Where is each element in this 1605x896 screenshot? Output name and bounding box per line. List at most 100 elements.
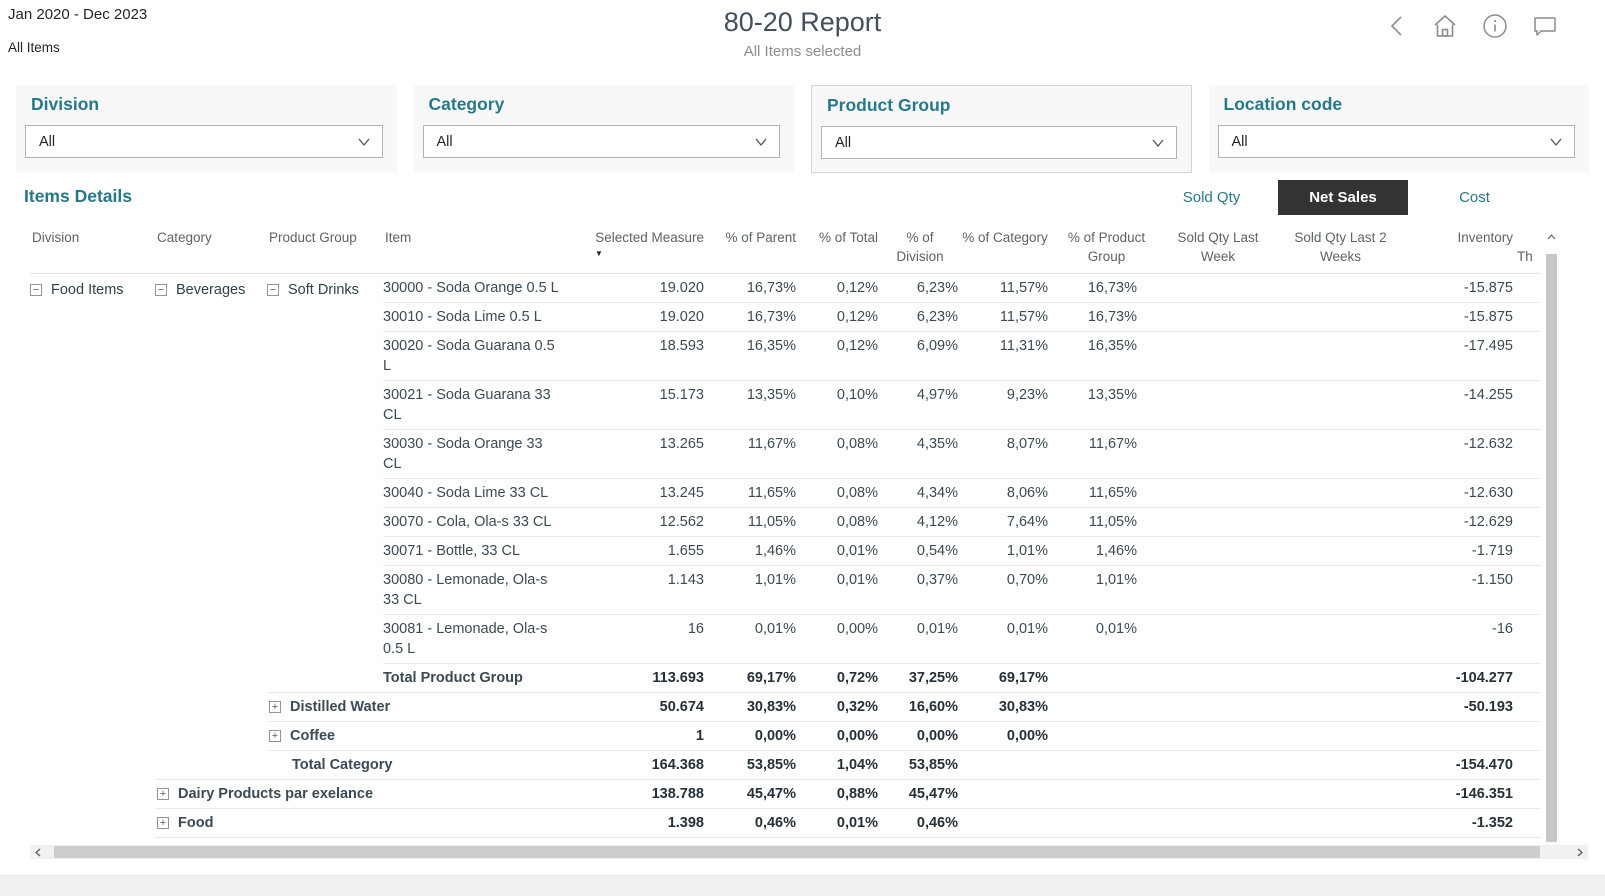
info-icon[interactable] [1482, 13, 1508, 39]
clipped-col-value [1517, 722, 1541, 751]
collapse-toggle-icon[interactable]: − [267, 284, 279, 296]
scroll-right-icon[interactable] [1572, 845, 1588, 859]
sold-qty-last-2-weeks-value [1275, 537, 1410, 566]
selected-measure-value: 15.173 [588, 381, 708, 430]
column-header-division[interactable]: Division [30, 222, 155, 274]
pct-of-total-value: 0,12% [800, 332, 882, 381]
row-label: 30010 - Soda Lime 0.5 L [383, 309, 542, 325]
pct-of-category-value [962, 809, 1052, 838]
column-header-inventory[interactable]: Inventory [1410, 222, 1517, 274]
clipped-col-value [1517, 332, 1541, 381]
selected-measure-value: 12.562 [588, 508, 708, 537]
pct-of-division-value: 0,54% [882, 537, 962, 566]
table-row: −Food Items−Beverages−Soft Drinks30000 -… [30, 274, 1541, 303]
pct-of-division-value: 0,00% [882, 722, 962, 751]
scroll-up-icon[interactable] [1545, 230, 1558, 244]
column-header-sold-qty-last-2-weeks[interactable]: Sold Qty Last 2 Weeks [1275, 222, 1410, 274]
product-group-dropdown[interactable]: All [821, 126, 1177, 159]
row-label: 30080 - Lemonade, Ola-s 33 CL [383, 572, 547, 608]
column-header-sold-qty-last-week[interactable]: Sold Qty Last Week [1165, 222, 1275, 274]
pct-of-category-value: 9,23% [962, 381, 1052, 430]
sold-qty-button[interactable]: Sold Qty [1145, 189, 1278, 206]
pct-of-division-value: 53,85% [882, 751, 962, 780]
row-label: 30000 - Soda Orange 0.5 L [383, 280, 559, 296]
pct-of-division-value: 6,23% [882, 303, 962, 332]
expand-toggle-icon[interactable]: + [269, 701, 281, 713]
column-header-pct-of-product-group[interactable]: % of Product Group [1052, 222, 1165, 274]
sold-qty-last-week-value [1165, 809, 1275, 838]
collapse-toggle-icon[interactable]: − [30, 284, 42, 296]
product-group-group-label: Soft Drinks [288, 282, 359, 298]
sold-qty-last-week-value [1165, 332, 1275, 381]
pct-of-total-value: 0,08% [800, 430, 882, 479]
inventory-value [1410, 722, 1517, 751]
chevron-down-icon [1549, 137, 1563, 147]
pct-of-division-value: 4,12% [882, 508, 962, 537]
back-chevron-icon[interactable] [1386, 13, 1408, 39]
collapse-toggle-icon[interactable]: − [155, 284, 167, 296]
pct-of-parent-value: 16,35% [708, 332, 800, 381]
vertical-scrollbar-thumb[interactable] [1546, 254, 1557, 842]
clipped-col-value [1517, 751, 1541, 780]
selected-measure-value: 582 [588, 838, 708, 846]
division-dropdown[interactable]: All [25, 125, 383, 158]
column-header-pct-of-parent[interactable]: % of Parent [708, 222, 800, 274]
items-table: Division Category Product Group Item Sel… [30, 222, 1541, 845]
pct-of-product-group-value [1052, 722, 1165, 751]
row-label: Total Product Group [383, 670, 523, 686]
pct-of-parent-value: 11,65% [708, 479, 800, 508]
division-group-label: Food Items [51, 282, 124, 298]
scroll-left-icon[interactable] [30, 845, 46, 859]
item-cell: 30040 - Soda Lime 33 CL [383, 479, 588, 508]
pct-of-total-value: 0,12% [800, 303, 882, 332]
clipped-col-value [1517, 508, 1541, 537]
location-code-dropdown-value: All [1232, 134, 1248, 150]
pct-of-category-value: 0,00% [962, 722, 1052, 751]
location-code-dropdown[interactable]: All [1218, 125, 1576, 158]
column-header-clipped[interactable]: Th [1517, 222, 1541, 274]
division-dropdown-value: All [39, 134, 55, 150]
selected-measure-value: 13.245 [588, 479, 708, 508]
page-title: 80-20 Report [0, 7, 1605, 38]
table-row: +Food1.3980,46%0,01%0,46%-1.352 [30, 809, 1541, 838]
expand-toggle-icon[interactable]: + [157, 817, 169, 829]
selected-measure-value: 13.265 [588, 430, 708, 479]
selected-measure-value: 138.788 [588, 780, 708, 809]
category-dropdown[interactable]: All [423, 125, 781, 158]
pct-of-division-value: 16,60% [882, 693, 962, 722]
column-header-selected-measure[interactable]: Selected Measure ▼ [588, 222, 708, 274]
table-header-row: Division Category Product Group Item Sel… [30, 222, 1541, 274]
sold-qty-last-week-value [1165, 693, 1275, 722]
sold-qty-last-week-value [1165, 722, 1275, 751]
sold-qty-last-2-weeks-value [1275, 722, 1410, 751]
inventory-value: -512 [1410, 838, 1517, 846]
filter-card-product-group: Product Group All [811, 85, 1192, 173]
item-cell: 30081 - Lemonade, Ola-s 0.5 L [383, 615, 588, 664]
column-header-product-group[interactable]: Product Group [267, 222, 383, 274]
column-header-pct-of-total[interactable]: % of Total [800, 222, 882, 274]
column-header-category[interactable]: Category [155, 222, 267, 274]
pct-of-division-value: 0,46% [882, 809, 962, 838]
column-header-item[interactable]: Item [383, 222, 588, 274]
horizontal-scrollbar-thumb[interactable] [54, 846, 1540, 858]
sold-qty-last-week-value [1165, 537, 1275, 566]
column-header-pct-of-category[interactable]: % of Category [962, 222, 1052, 274]
column-header-pct-of-division[interactable]: % of Division [882, 222, 962, 274]
net-sales-button[interactable]: Net Sales [1278, 180, 1408, 215]
cost-button[interactable]: Cost [1408, 189, 1541, 206]
sold-qty-last-week-value [1165, 479, 1275, 508]
comment-icon[interactable] [1531, 13, 1559, 39]
clipped-col-value [1517, 274, 1541, 303]
inventory-value: -16 [1410, 615, 1517, 664]
pct-of-product-group-value [1052, 809, 1165, 838]
expand-toggle-icon[interactable]: + [157, 788, 169, 800]
clipped-col-value [1517, 537, 1541, 566]
expand-toggle-icon[interactable]: + [269, 730, 281, 742]
items-table-viewport: Division Category Product Group Item Sel… [30, 222, 1542, 845]
pct-of-category-value: 11,57% [962, 274, 1052, 303]
home-icon[interactable] [1431, 13, 1459, 39]
clipped-col-value [1517, 615, 1541, 664]
pct-of-parent-value: 45,47% [708, 780, 800, 809]
horizontal-scrollbar [30, 845, 1588, 859]
inventory-value: -12.629 [1410, 508, 1517, 537]
